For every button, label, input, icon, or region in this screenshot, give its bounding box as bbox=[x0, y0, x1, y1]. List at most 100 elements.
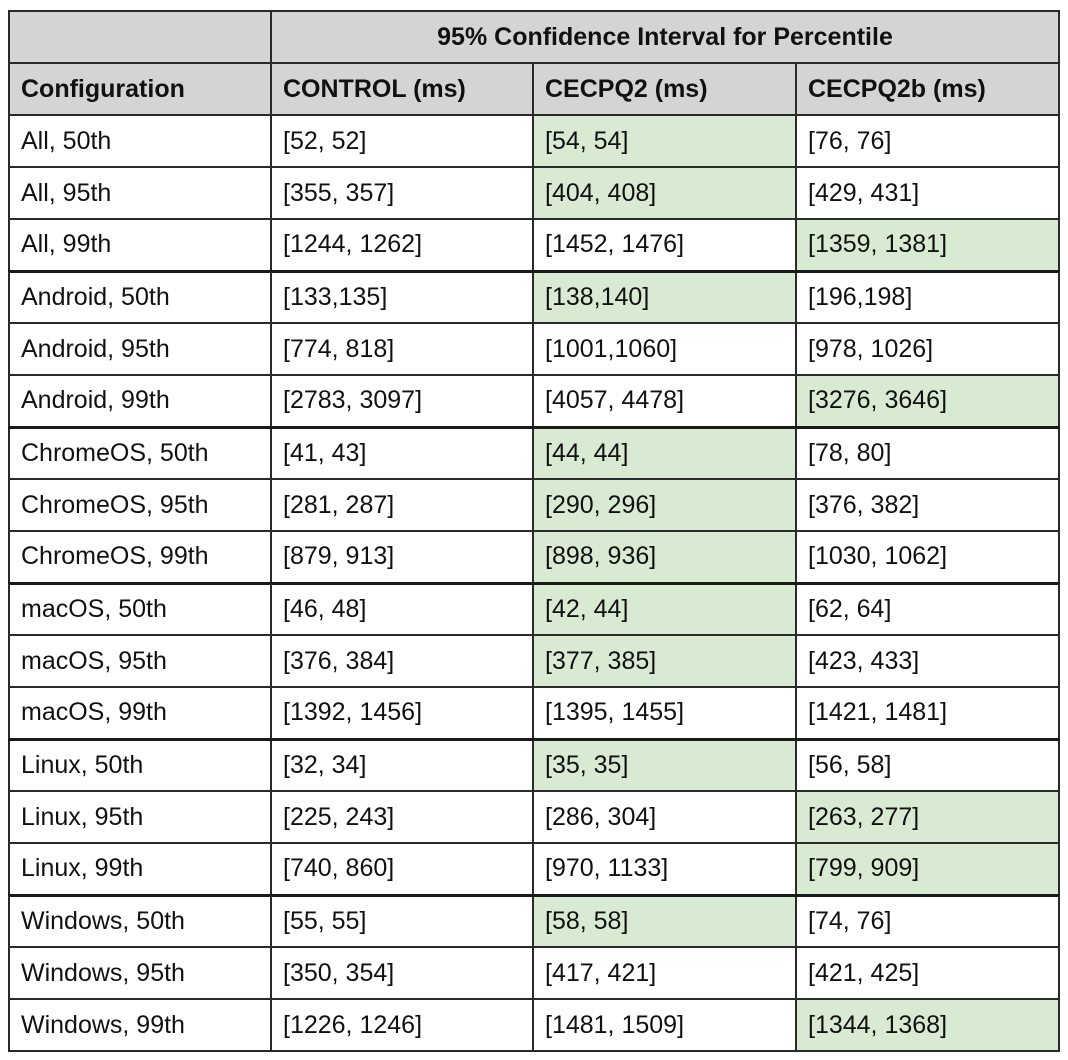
cecpq2b-cell: [196,198] bbox=[794, 269, 1061, 324]
cecpq2b-cell: [376, 382] bbox=[794, 478, 1061, 532]
control-cell: [32, 34] bbox=[270, 737, 534, 792]
group-header-cell: 95% Confidence Interval for Percentile bbox=[269, 10, 1061, 64]
cecpq2-cell: [377, 385] bbox=[532, 634, 797, 688]
cecpq2-cell: [44, 44] bbox=[532, 425, 797, 480]
confidence-interval-table: 95% Confidence Interval for Percentile C… bbox=[8, 10, 1061, 1052]
cecpq2-cell: [1481, 1509] bbox=[532, 998, 797, 1052]
table-row: Android, 99th [2783, 3097] [4057, 4478] [32… bbox=[8, 374, 1061, 428]
cecpq2b-cell: [421, 425] bbox=[794, 946, 1061, 1000]
column-header-cecpq2b: CECPQ2b (ms) bbox=[794, 62, 1061, 116]
control-cell: [281, 287] bbox=[270, 478, 534, 532]
control-cell: [1226, 1246] bbox=[270, 998, 534, 1052]
configuration-cell: Android, 50th bbox=[8, 269, 272, 324]
cecpq2b-cell: [62, 64] bbox=[794, 581, 1061, 636]
configuration-cell: ChromeOS, 99th bbox=[8, 530, 272, 584]
control-cell: [355, 357] bbox=[270, 166, 534, 220]
table-row: macOS, 99th [1392, 1456] [1395, 1455] [1421… bbox=[8, 686, 1061, 740]
cecpq2b-cell: [1344, 1368] bbox=[794, 998, 1061, 1052]
configuration-cell: Windows, 95th bbox=[8, 946, 272, 1000]
configuration-cell: Windows, 50th bbox=[8, 893, 272, 948]
table-row: Windows, 95th [350, 354] [417, 421] [421, 4… bbox=[8, 946, 1061, 1000]
control-cell: [879, 913] bbox=[270, 530, 534, 584]
column-header-control: CONTROL (ms) bbox=[270, 62, 534, 116]
table-row: macOS, 50th [46, 48] [42, 44] [62, 64] bbox=[8, 581, 1061, 636]
cecpq2-cell: [42, 44] bbox=[532, 581, 797, 636]
configuration-cell: All, 95th bbox=[8, 166, 272, 220]
table-row: All, 99th [1244, 1262] [1452, 1476] [1359, … bbox=[8, 218, 1061, 272]
cecpq2-cell: [404, 408] bbox=[532, 166, 797, 220]
cecpq2-cell: [138,140] bbox=[532, 269, 797, 324]
table-row: Linux, 95th [225, 243] [286, 304] [263, 277… bbox=[8, 790, 1061, 844]
cecpq2-cell: [417, 421] bbox=[532, 946, 797, 1000]
cecpq2-cell: [970, 1133] bbox=[532, 842, 797, 896]
configuration-cell: macOS, 95th bbox=[8, 634, 272, 688]
table-row: ChromeOS, 99th [879, 913] [898, 936] [1030,… bbox=[8, 530, 1061, 584]
table-row: macOS, 95th [376, 384] [377, 385] [423, 433… bbox=[8, 634, 1061, 688]
table-row: All, 50th [52, 52] [54, 54] [76, 76] bbox=[8, 114, 1061, 168]
cecpq2-cell: [290, 296] bbox=[532, 478, 797, 532]
configuration-cell: Android, 99th bbox=[8, 374, 272, 428]
configuration-cell: Linux, 50th bbox=[8, 737, 272, 792]
group-header-row: 95% Confidence Interval for Percentile bbox=[8, 10, 1061, 64]
table-row: Android, 95th [774, 818] [1001,1060] [978, … bbox=[8, 322, 1061, 376]
cecpq2-cell: [1452, 1476] bbox=[532, 218, 797, 272]
control-cell: [225, 243] bbox=[270, 790, 534, 844]
column-header-row: Configuration CONTROL (ms) CECPQ2 (ms) C… bbox=[8, 62, 1061, 116]
table-row: Windows, 99th [1226, 1246] [1481, 1509] [13… bbox=[8, 998, 1061, 1052]
cecpq2-cell: [898, 936] bbox=[532, 530, 797, 584]
cecpq2b-cell: [978, 1026] bbox=[794, 322, 1061, 376]
control-cell: [376, 384] bbox=[270, 634, 534, 688]
control-cell: [41, 43] bbox=[270, 425, 534, 480]
table-row: Android, 50th [133,135] [138,140] [196,198] bbox=[8, 269, 1061, 324]
configuration-cell: ChromeOS, 95th bbox=[8, 478, 272, 532]
configuration-cell: Linux, 95th bbox=[8, 790, 272, 844]
cecpq2b-cell: [1421, 1481] bbox=[794, 686, 1061, 740]
control-cell: [1392, 1456] bbox=[270, 686, 534, 740]
cecpq2-cell: [58, 58] bbox=[532, 893, 797, 948]
configuration-cell: macOS, 99th bbox=[8, 686, 272, 740]
control-cell: [52, 52] bbox=[270, 114, 534, 168]
table-row: Linux, 99th [740, 860] [970, 1133] [799, 90… bbox=[8, 842, 1061, 896]
cecpq2b-cell: [423, 433] bbox=[794, 634, 1061, 688]
cecpq2b-cell: [74, 76] bbox=[794, 893, 1061, 948]
cecpq2b-cell: [78, 80] bbox=[794, 425, 1061, 480]
configuration-cell: macOS, 50th bbox=[8, 581, 272, 636]
configuration-cell: Android, 95th bbox=[8, 322, 272, 376]
configuration-cell: ChromeOS, 50th bbox=[8, 425, 272, 480]
cecpq2b-cell: [3276, 3646] bbox=[794, 374, 1061, 428]
column-header-cecpq2: CECPQ2 (ms) bbox=[532, 62, 797, 116]
configuration-cell: All, 99th bbox=[8, 218, 272, 272]
table-header: 95% Confidence Interval for Percentile C… bbox=[8, 10, 1061, 116]
cecpq2b-cell: [76, 76] bbox=[794, 114, 1061, 168]
control-cell: [740, 860] bbox=[270, 842, 534, 896]
cecpq2b-cell: [799, 909] bbox=[794, 842, 1061, 896]
column-header-configuration: Configuration bbox=[8, 62, 272, 116]
cecpq2-cell: [4057, 4478] bbox=[532, 374, 797, 428]
control-cell: [2783, 3097] bbox=[270, 374, 534, 428]
cecpq2-cell: [286, 304] bbox=[532, 790, 797, 844]
control-cell: [55, 55] bbox=[270, 893, 534, 948]
control-cell: [133,135] bbox=[270, 269, 534, 324]
control-cell: [774, 818] bbox=[270, 322, 534, 376]
control-cell: [46, 48] bbox=[270, 581, 534, 636]
cecpq2-cell: [35, 35] bbox=[532, 737, 797, 792]
cecpq2-cell: [1001,1060] bbox=[532, 322, 797, 376]
cecpq2b-cell: [1030, 1062] bbox=[794, 530, 1061, 584]
empty-corner-cell bbox=[8, 10, 272, 64]
table-row: Linux, 50th [32, 34] [35, 35] [56, 58] bbox=[8, 737, 1061, 792]
control-cell: [350, 354] bbox=[270, 946, 534, 1000]
table-body: All, 50th [52, 52] [54, 54] [76, 76] All, 95… bbox=[8, 114, 1061, 1052]
table-row: ChromeOS, 50th [41, 43] [44, 44] [78, 80] bbox=[8, 425, 1061, 480]
cecpq2-cell: [54, 54] bbox=[532, 114, 797, 168]
cecpq2-cell: [1395, 1455] bbox=[532, 686, 797, 740]
control-cell: [1244, 1262] bbox=[270, 218, 534, 272]
cecpq2b-cell: [1359, 1381] bbox=[794, 218, 1061, 272]
configuration-cell: Windows, 99th bbox=[8, 998, 272, 1052]
cecpq2b-cell: [56, 58] bbox=[794, 737, 1061, 792]
configuration-cell: Linux, 99th bbox=[8, 842, 272, 896]
table-row: ChromeOS, 95th [281, 287] [290, 296] [376, … bbox=[8, 478, 1061, 532]
configuration-cell: All, 50th bbox=[8, 114, 272, 168]
cecpq2b-cell: [429, 431] bbox=[794, 166, 1061, 220]
table-row: Windows, 50th [55, 55] [58, 58] [74, 76] bbox=[8, 893, 1061, 948]
cecpq2b-cell: [263, 277] bbox=[794, 790, 1061, 844]
